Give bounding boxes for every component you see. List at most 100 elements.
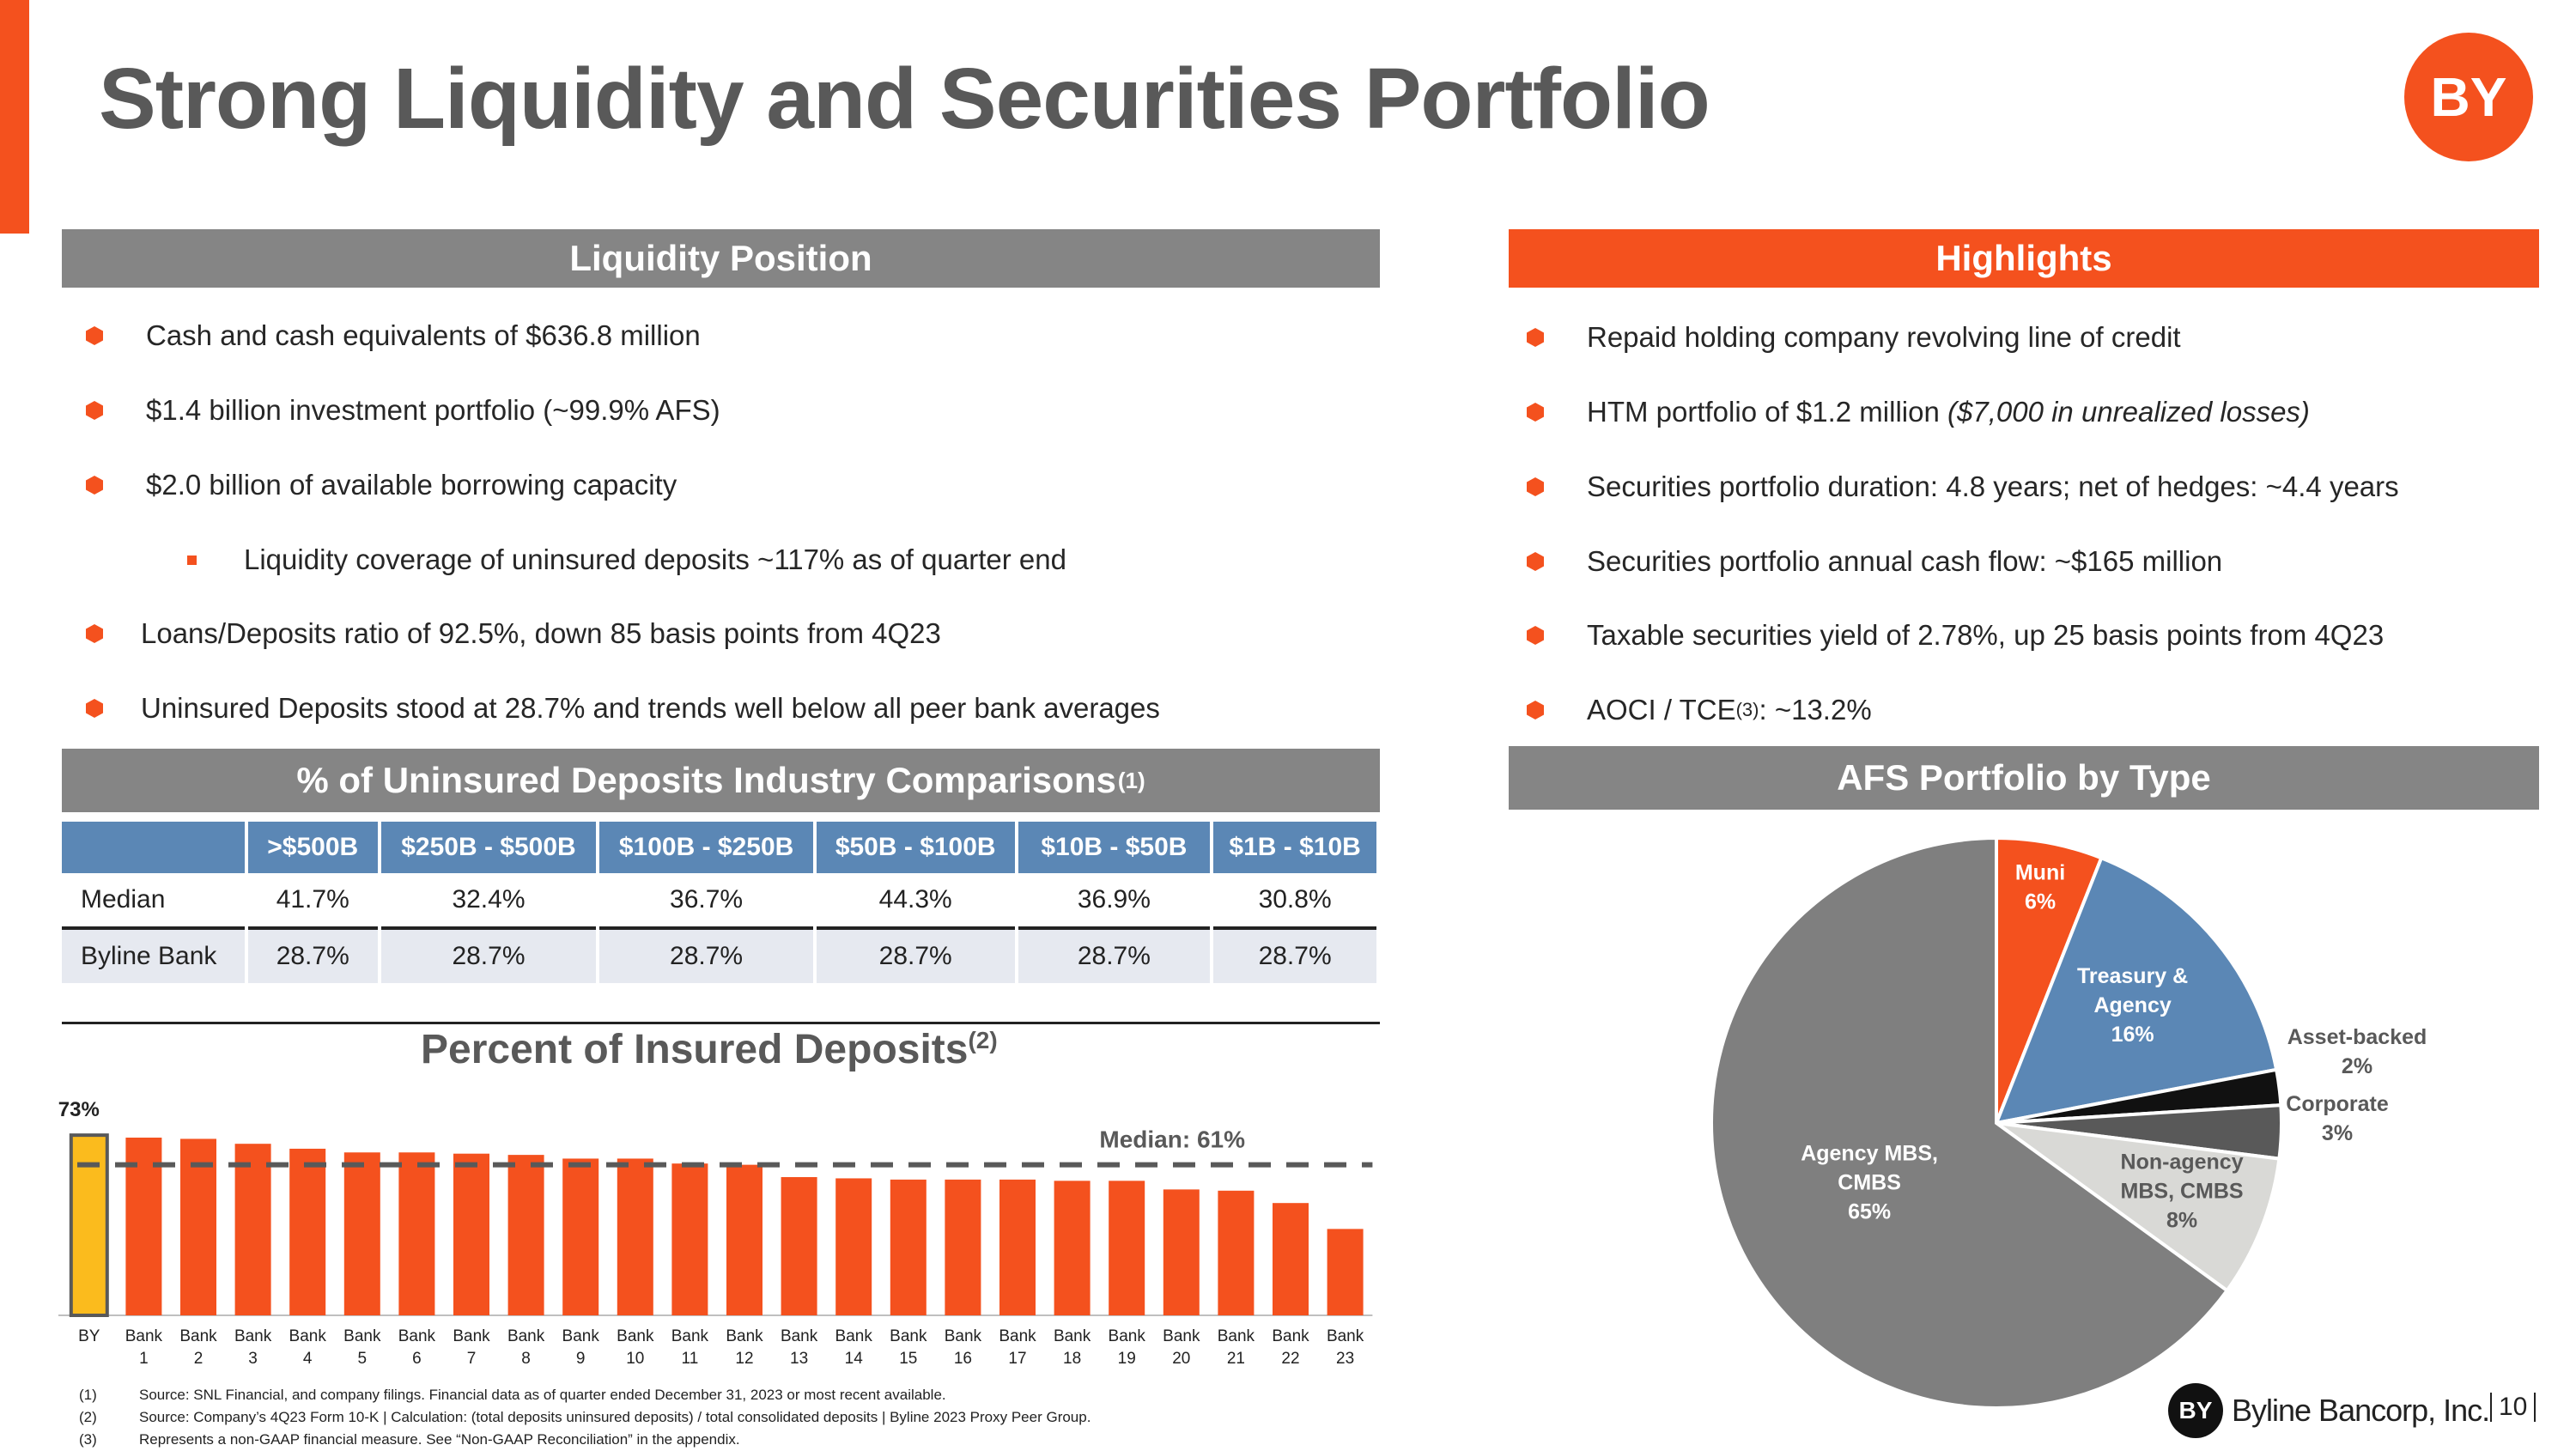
list-item: Liquidity coverage of uninsured deposits…	[187, 543, 1066, 576]
x-tick-label: Bank 1	[125, 1327, 163, 1368]
page-title: Strong Liquidity and Securities Portfoli…	[99, 51, 1710, 147]
list-item: $2.0 billion of available borrowing capa…	[86, 469, 677, 501]
bar	[1163, 1189, 1200, 1315]
data-label: 73%	[58, 1098, 100, 1121]
pie-slice	[1710, 835, 2230, 1410]
table-header-cell: $50B - $100B	[814, 822, 1018, 873]
pie-label: Non-agency MBS, CMBS 8%	[2121, 1150, 2244, 1233]
footer-logo-mark: BY	[2168, 1383, 2223, 1438]
x-tick-label: Bank 18	[1054, 1327, 1091, 1368]
bullet-icon	[1527, 403, 1544, 422]
table-cell: 28.7%	[246, 926, 381, 983]
bullet-icon	[86, 624, 103, 643]
bar	[835, 1178, 872, 1315]
afs-portfolio-pie-chart: Muni 6%Treasury & Agency 16% Asset-backed 2% C…	[1710, 835, 2427, 1410]
list-item: Securities portfolio annual cash flow: ~…	[1527, 545, 2222, 578]
table-cell: 28.7%	[598, 926, 817, 983]
bar	[999, 1179, 1036, 1315]
table-cell: 30.8%	[1212, 873, 1380, 928]
bullet-icon	[86, 699, 103, 718]
pie-label: Treasury & Agency 16%	[2077, 964, 2188, 1047]
table-cell: 36.7%	[598, 873, 817, 928]
uninsured-comparison-table: >$500B $250B - $500B $100B - $250B $50B …	[62, 822, 1380, 983]
list-item: Loans/Deposits ratio of 92.5%, down 85 b…	[86, 617, 941, 650]
pie-label: Corporate 3%	[2286, 1092, 2389, 1145]
x-tick-label: Bank 8	[507, 1327, 545, 1368]
bar	[1218, 1190, 1255, 1315]
bullet-icon	[1527, 328, 1544, 347]
insured-deposits-bar-chart: BY 73% Bank 1 Bank 2 Bank 3 Bank 4 Bank 5 Bank 6 Bank 7…	[58, 1098, 1373, 1368]
x-tick-label: Bank 13	[781, 1327, 818, 1368]
bar	[890, 1179, 927, 1315]
x-tick-label: Bank 19	[1109, 1327, 1146, 1368]
liquidity-header-label: Liquidity Position	[569, 238, 872, 278]
footer-company-name: Byline Bancorp, Inc.	[2232, 1393, 2490, 1428]
bar	[234, 1144, 271, 1315]
table-row: Median 41.7% 32.4% 36.7% 44.3% 36.9% 30.…	[62, 873, 1380, 928]
table-header-row: >$500B $250B - $500B $100B - $250B $50B …	[62, 822, 1380, 873]
bar	[945, 1179, 981, 1315]
afs-header: AFS Portfolio by Type	[1509, 746, 2539, 810]
footnote: (3) Represents a non-GAAP financial measu…	[79, 1431, 740, 1448]
table-cell: 28.7%	[814, 926, 1018, 983]
x-tick-label: Bank 11	[671, 1327, 709, 1368]
bar	[726, 1164, 762, 1315]
list-item: Repaid holding company revolving line of…	[1527, 321, 2181, 354]
bar	[453, 1153, 489, 1315]
bar	[1054, 1181, 1091, 1315]
x-tick-label: Bank 6	[398, 1327, 436, 1368]
pie-label: Agency MBS, CMBS 65%	[1801, 1141, 1938, 1223]
list-item: Taxable securities yield of 2.78%, up 25…	[1527, 619, 2384, 652]
x-tick-label: Bank 15	[890, 1327, 927, 1368]
bar	[617, 1158, 653, 1315]
footnote: (2) Source: Company’s 4Q23 Form 10-K | Ca…	[79, 1409, 1091, 1425]
bar-chart-title: Percent of Insured Deposits(2)	[421, 1027, 998, 1072]
bullet-icon	[1527, 552, 1544, 571]
bullet-icon	[86, 401, 103, 420]
median-label: Median: 61%	[1099, 1126, 1245, 1153]
row-label: Median	[62, 873, 248, 928]
bar	[781, 1177, 817, 1315]
pie-slice	[1995, 835, 2104, 1124]
pie-label: Asset-backed 2%	[2287, 1025, 2427, 1078]
table-row: Byline Bank 28.7% 28.7% 28.7% 28.7% 28.7…	[62, 926, 1380, 983]
bar	[1273, 1203, 1309, 1315]
bar	[69, 1133, 109, 1317]
x-tick-label: Bank 20	[1163, 1327, 1200, 1368]
x-tick-label: Bank 17	[999, 1327, 1036, 1368]
bar	[1327, 1229, 1364, 1315]
accent-bar	[0, 0, 29, 234]
x-tick-label: Bank 2	[179, 1327, 217, 1368]
footnote: (1) Source: SNL Financial, and company fi…	[79, 1387, 946, 1403]
liquidity-header: Liquidity Position	[62, 229, 1380, 288]
table-cell: 32.4%	[379, 873, 600, 928]
x-tick-label: Bank 10	[617, 1327, 654, 1368]
sub-bullet-icon	[187, 555, 197, 565]
highlights-header: Highlights	[1509, 229, 2539, 288]
bullet-icon	[1527, 626, 1544, 645]
pie-slice	[1993, 855, 2279, 1126]
x-tick-label: Bank 16	[945, 1327, 982, 1368]
x-tick-label: BY	[78, 1327, 100, 1345]
table-cell: 28.7%	[1212, 926, 1380, 983]
x-tick-label: Bank 23	[1327, 1327, 1364, 1368]
bar	[507, 1155, 544, 1315]
bar	[343, 1152, 380, 1315]
table-header-cell: $1B - $10B	[1212, 822, 1380, 873]
table-cell: 44.3%	[814, 873, 1018, 928]
list-item: Cash and cash equivalents of $636.8 mill…	[86, 319, 701, 352]
table-header-cell: $250B - $500B	[379, 822, 600, 873]
x-tick-label: Bank 5	[343, 1327, 381, 1368]
highlights-header-label: Highlights	[1935, 238, 2112, 278]
uninsured-header: % of Uninsured Deposits Industry Compari…	[62, 749, 1380, 812]
x-tick-label: Bank 12	[726, 1327, 763, 1368]
x-tick-label: Bank 4	[289, 1327, 327, 1368]
x-tick-label: Bank 21	[1218, 1327, 1255, 1368]
table-header-cell: $10B - $50B	[1016, 822, 1214, 873]
x-tick-label: Bank 3	[234, 1327, 272, 1368]
bullet-icon	[1527, 477, 1544, 496]
row-label: Byline Bank	[62, 926, 248, 983]
bar	[671, 1163, 708, 1315]
list-item: AOCI / TCE (3): ~13.2%	[1527, 694, 1872, 726]
bullet-icon	[86, 326, 103, 345]
